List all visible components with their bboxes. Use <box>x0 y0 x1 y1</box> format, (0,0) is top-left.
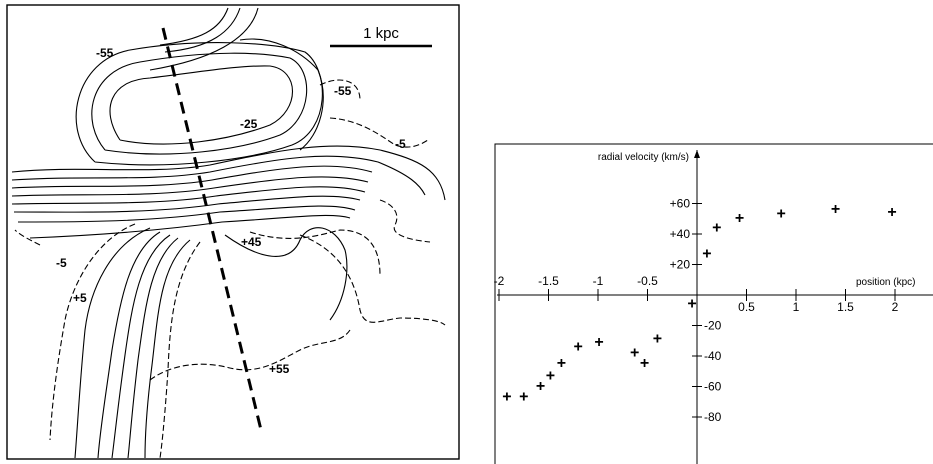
data-point: + <box>702 245 711 262</box>
x-tick-label: 0.5 <box>738 300 755 314</box>
y-tick-label: +60 <box>670 197 691 211</box>
contour-line <box>224 227 348 321</box>
y-axis-arrow <box>694 150 700 158</box>
contour-line <box>164 7 241 53</box>
contour-line <box>149 7 259 71</box>
contour-line <box>11 145 446 201</box>
contour-line <box>319 79 361 101</box>
chart-frame <box>494 143 933 464</box>
contour-line <box>11 165 373 189</box>
data-point: + <box>574 338 583 355</box>
contour-line <box>75 42 323 166</box>
contour-line <box>329 117 429 148</box>
contour-label: +45 <box>241 235 262 249</box>
contour-line <box>14 229 41 246</box>
contour-lines <box>11 7 446 459</box>
velocity-map-panel: 1 kpc <box>6 4 460 460</box>
y-tick-label: -60 <box>704 380 722 394</box>
contour-line <box>127 237 179 459</box>
slit-line <box>161 27 264 435</box>
x-tick-label: -0.5 <box>637 274 658 288</box>
contour-line <box>49 223 136 441</box>
contour-label: -5 <box>395 137 406 151</box>
contour-line <box>159 7 229 46</box>
data-point: + <box>536 378 545 395</box>
contour-line <box>109 65 293 145</box>
contour-line <box>299 234 446 326</box>
data-point: + <box>519 389 528 406</box>
x-tick-label: 2 <box>892 300 899 314</box>
data-point: + <box>687 296 696 313</box>
contour-label: -55 <box>96 46 114 60</box>
data-point: + <box>630 344 639 361</box>
x-tick-label: -1 <box>593 274 604 288</box>
x-tick-label: 1 <box>793 300 800 314</box>
contour-line <box>379 199 431 243</box>
x-axis-label: position (kpc) <box>856 277 915 288</box>
contour-line <box>29 214 351 239</box>
data-point: + <box>640 355 649 372</box>
contour-line <box>11 155 426 196</box>
contour-label: -5 <box>56 256 67 270</box>
map-frame <box>6 4 460 460</box>
y-tick-label: -40 <box>704 349 722 363</box>
rotation-curve-chart: radial velocity (km/s) position (kpc) -2… <box>494 150 933 464</box>
data-point: + <box>546 367 555 384</box>
y-tick-label: +40 <box>670 227 691 241</box>
contour-line <box>74 227 151 459</box>
x-tick-label: -1.5 <box>538 274 559 288</box>
y-tick-label: -80 <box>704 410 722 424</box>
data-point: + <box>887 204 896 221</box>
contour-line <box>17 205 356 223</box>
contour-label: -25 <box>240 117 258 131</box>
contour-line <box>144 239 191 459</box>
y-tick-label: +20 <box>670 258 691 272</box>
scale-bar-label: 1 kpc <box>363 25 399 42</box>
contour-line <box>249 229 381 276</box>
contour-line <box>91 52 308 155</box>
data-point: + <box>735 210 744 227</box>
contour-line <box>159 241 201 459</box>
rotation-curve-panel: radial velocity (km/s) position (kpc) -2… <box>494 143 933 464</box>
contour-line <box>239 38 324 151</box>
contour-label: +55 <box>269 362 290 376</box>
contour-line <box>11 176 369 197</box>
data-point: + <box>712 219 721 236</box>
data-point: + <box>776 206 785 223</box>
x-tick-label: -2 <box>494 274 505 288</box>
contour-line <box>13 195 361 213</box>
y-tick-label: -20 <box>704 319 722 333</box>
contour-line <box>11 186 366 205</box>
data-point: + <box>831 201 840 218</box>
contour-label: +5 <box>73 291 87 305</box>
data-point: + <box>557 355 566 372</box>
contour-line <box>97 231 161 459</box>
contour-label: -55 <box>334 84 352 98</box>
y-axis-label: radial velocity (km/s) <box>598 152 689 163</box>
x-tick-label: 1.5 <box>837 300 854 314</box>
data-point: + <box>594 334 603 351</box>
contour-line <box>111 234 171 459</box>
contour-line <box>149 329 351 381</box>
data-point: + <box>502 389 511 406</box>
data-point: + <box>653 331 662 348</box>
